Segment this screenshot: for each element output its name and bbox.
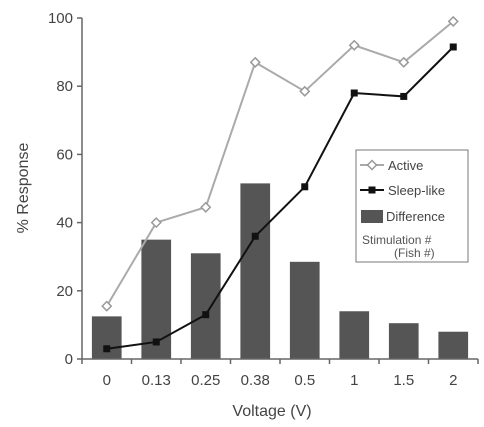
x-axis-label: Voltage (V) — [232, 403, 311, 420]
x-tick-label-7: 2 — [449, 372, 457, 389]
bar-difference-4 — [289, 261, 320, 359]
series-0-point-7 — [447, 15, 459, 27]
legend: Active Sleep-like Difference Stimulation… — [355, 149, 469, 263]
series-1-point-5 — [350, 89, 358, 97]
series-1-point-0 — [103, 345, 111, 353]
x-tick-label-1: 0.13 — [142, 372, 171, 389]
series-0-point-4 — [299, 85, 311, 97]
x-tick-label-6: 1.5 — [393, 372, 414, 389]
series-1-point-3 — [251, 232, 259, 240]
series-0-point-1 — [150, 217, 162, 229]
series-0-point-0 — [101, 300, 113, 312]
x-tick-label-2: 0.25 — [191, 372, 220, 389]
x-tick-label-5: 1 — [350, 372, 358, 389]
y-tick-label-0: 0 — [65, 351, 73, 368]
legend-box — [355, 149, 469, 263]
series-1-point-2 — [202, 311, 210, 319]
legend-sleep-text: Sleep-like — [388, 183, 445, 198]
bar-difference-5 — [339, 311, 370, 359]
bar-difference-7 — [438, 331, 469, 359]
y-tick-label-1: 20 — [56, 283, 73, 300]
y-tick-label-4: 80 — [56, 78, 73, 95]
bars-layer — [91, 183, 469, 359]
series-line-0 — [105, 20, 454, 307]
y-tick-label-2: 40 — [56, 215, 73, 232]
series-1-point-1 — [152, 338, 160, 346]
x-tick-label-3: 0.38 — [241, 372, 270, 389]
legend-active-text: Active — [388, 158, 423, 173]
bar-difference-6 — [388, 323, 419, 359]
y-axis-label: % Response — [15, 143, 32, 234]
x-tick-label-4: 0.5 — [294, 372, 315, 389]
legend-difference-text: Difference — [386, 209, 445, 224]
legend-difference-swatch — [361, 210, 383, 223]
bar-difference-2 — [190, 253, 221, 359]
legend-note-line1: Stimulation # — [362, 233, 432, 247]
series-0-point-3 — [249, 56, 261, 68]
series-1-point-4 — [301, 183, 309, 191]
bar-difference-0 — [91, 316, 122, 359]
series-line-1 — [106, 46, 454, 350]
series-0-point-2 — [200, 201, 212, 213]
y-tick-label-5: 100 — [48, 10, 73, 27]
lines-layer — [101, 15, 459, 353]
series-0-point-5 — [348, 39, 360, 51]
y-tick-label-3: 60 — [56, 146, 73, 163]
bar-difference-3 — [240, 183, 271, 359]
series-1-point-7 — [449, 43, 457, 51]
legend-sleep-marker — [368, 186, 376, 194]
x-tick-label-0: 0 — [103, 372, 111, 389]
legend-note-line2: (Fish #) — [394, 246, 435, 260]
legend-active-marker — [366, 159, 378, 171]
ticks-layer: 0 20 40 60 80 100 0 0.13 0.25 0.38 0.5 1 1.5 2 — [48, 10, 479, 389]
series-1-point-6 — [400, 92, 408, 100]
series-0-point-6 — [398, 56, 410, 68]
